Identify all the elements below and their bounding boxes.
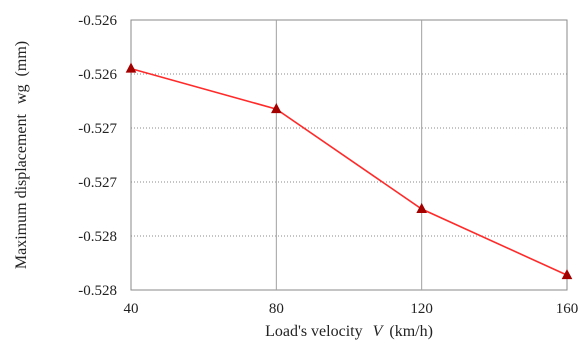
y-tick-label: -0.528 bbox=[78, 229, 117, 245]
y-axis-label: Maximum displacement bbox=[13, 113, 30, 269]
y-tick-label: -0.527 bbox=[78, 121, 117, 137]
x-tick-label: 160 bbox=[556, 301, 579, 317]
series-line bbox=[130, 67, 568, 276]
y-axis-symbol: wg bbox=[13, 84, 30, 104]
y-axis-unit: (mm) bbox=[13, 41, 30, 77]
x-tick-label: 120 bbox=[410, 301, 433, 317]
x-axis-label: Load's velocity bbox=[265, 323, 363, 340]
x-tick-label: 40 bbox=[124, 301, 139, 317]
data-point-marker bbox=[271, 103, 282, 114]
x-axis-unit: (km/h) bbox=[389, 323, 433, 340]
grid-lines bbox=[131, 20, 567, 290]
y-tick-label: -0.527 bbox=[78, 175, 117, 191]
y-axis-title: Maximum displacement wg (mm) bbox=[13, 41, 30, 269]
x-axis-title: Load's velocity V (km/h) bbox=[265, 323, 433, 340]
plot-area bbox=[130, 19, 568, 291]
data-point-marker bbox=[125, 62, 137, 73]
y-tick-labels: -0.526 -0.526 -0.527 -0.527 -0.528 -0.528 bbox=[78, 13, 117, 299]
x-tick-labels: 40 80 120 160 bbox=[124, 301, 579, 317]
x-axis-symbol: V bbox=[373, 323, 385, 340]
y-tick-label: -0.528 bbox=[78, 283, 117, 299]
y-tick-label: -0.526 bbox=[78, 67, 117, 83]
data-point-marker bbox=[416, 202, 427, 213]
y-tick-label: -0.526 bbox=[78, 13, 117, 29]
data-series bbox=[125, 62, 573, 280]
data-point-marker bbox=[561, 269, 573, 280]
x-tick-label: 80 bbox=[269, 301, 284, 317]
